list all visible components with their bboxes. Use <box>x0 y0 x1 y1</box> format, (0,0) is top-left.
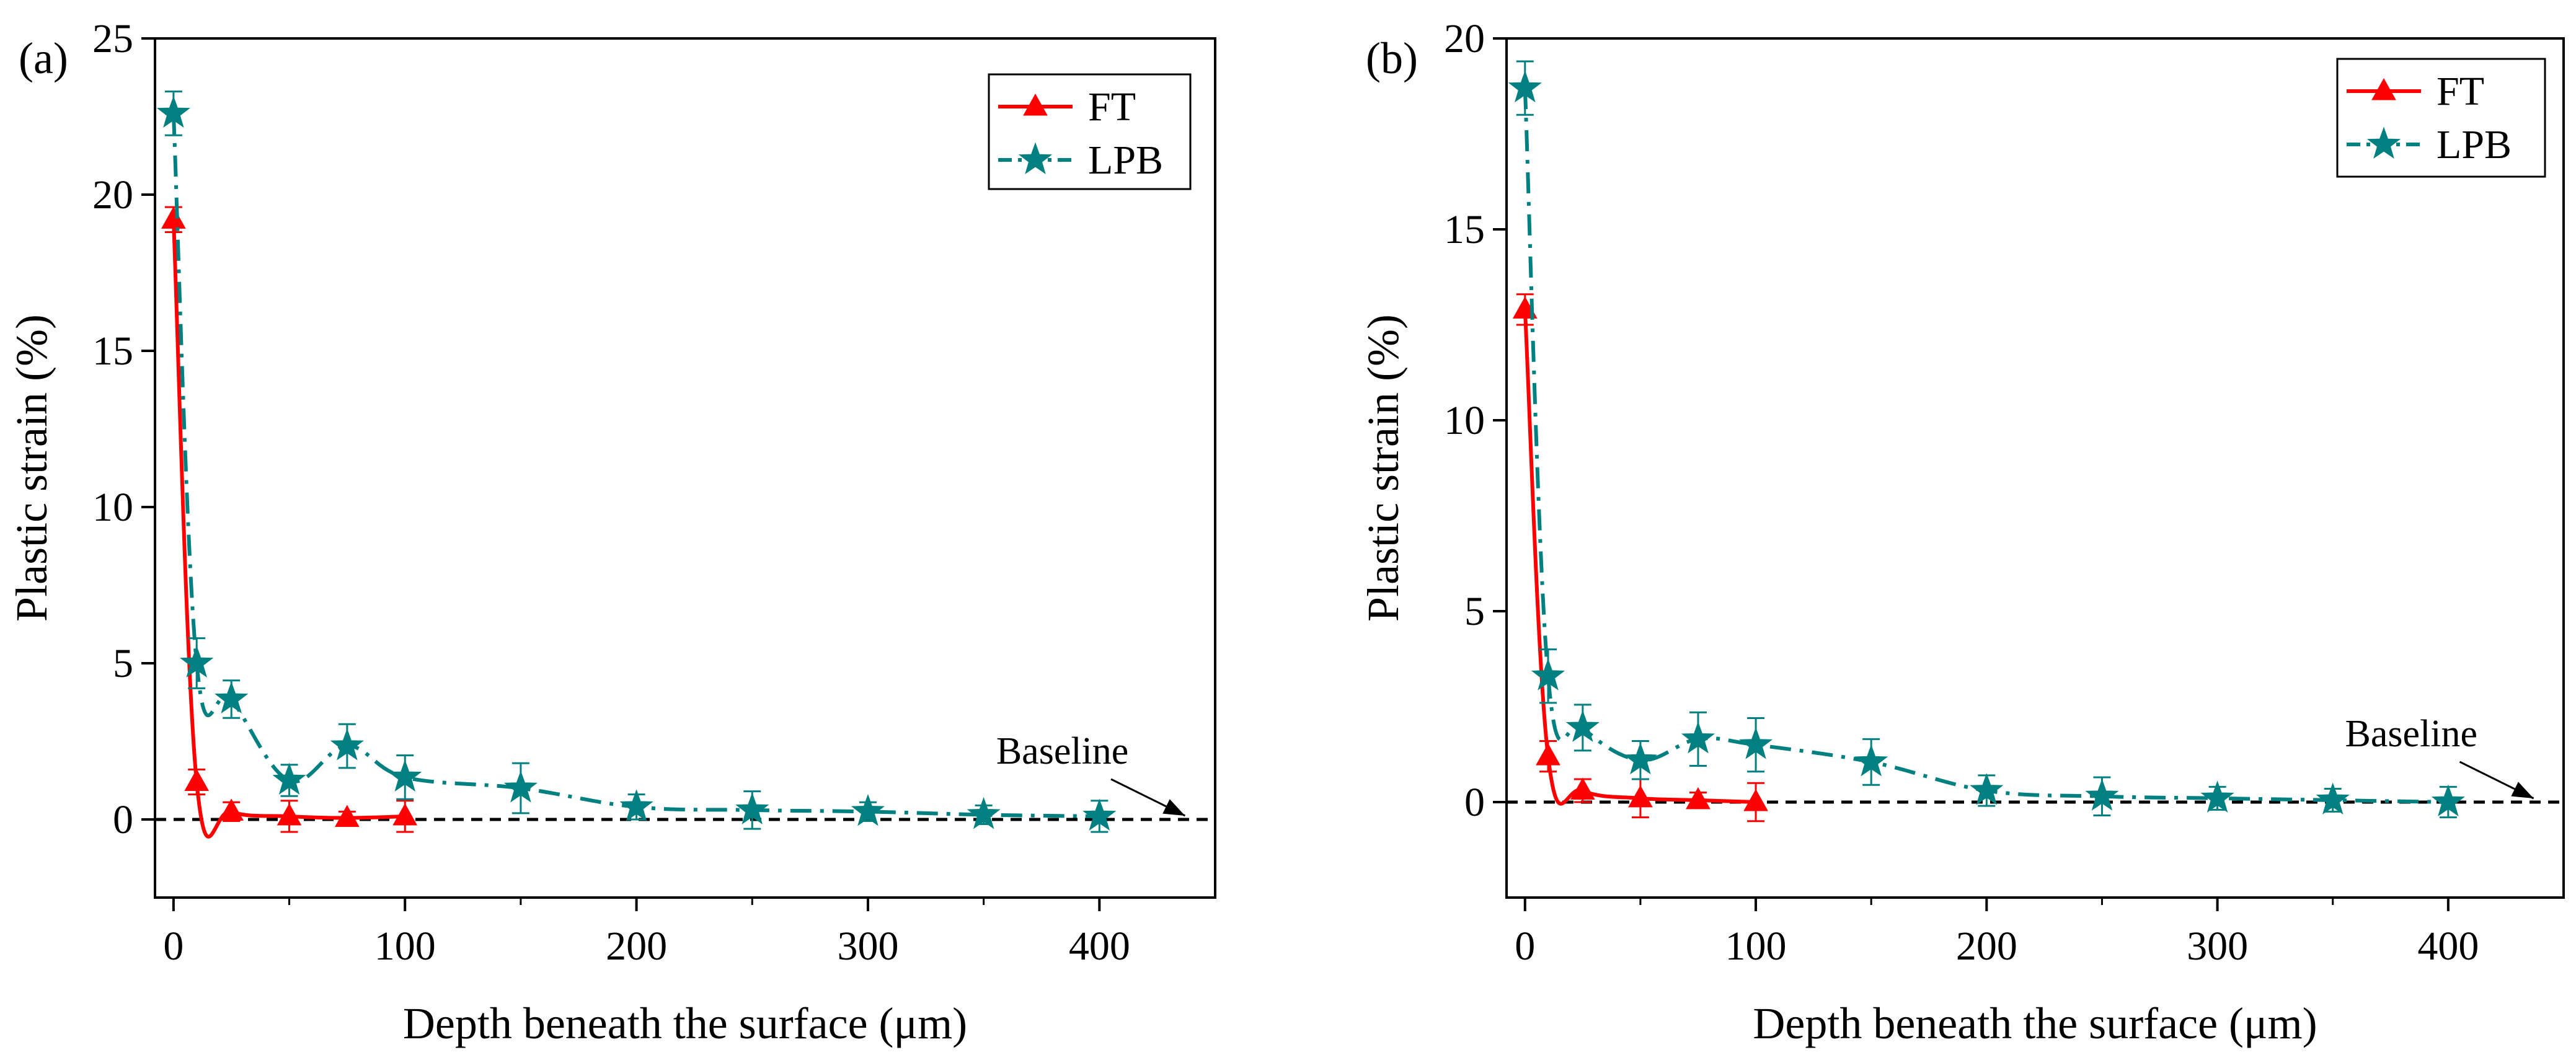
data-point-ft <box>1686 787 1711 810</box>
legend-marker <box>1023 93 1048 116</box>
data-point-ft <box>1536 743 1560 766</box>
legend-box <box>2336 58 2546 178</box>
y-tick-label: 0 <box>113 797 133 842</box>
x-tick-label: 0 <box>1515 924 1535 969</box>
series-lpb <box>1508 60 2465 819</box>
baseline-label: Baseline <box>996 730 1129 772</box>
data-point-lpb <box>1082 798 1117 831</box>
data-point-lpb <box>1681 721 1715 754</box>
data-point-ft <box>277 803 302 826</box>
panel-label: (a) <box>19 33 68 83</box>
series-lpb <box>156 90 1117 833</box>
data-point-lpb <box>1531 658 1565 691</box>
legend-label: FT <box>1088 84 1136 130</box>
data-point-lpb <box>1623 742 1658 775</box>
data-point-lpb <box>1854 744 1888 777</box>
y-tick-label: 20 <box>1444 16 1485 61</box>
legend-label: LPB <box>2437 122 2512 167</box>
data-point-lpb <box>851 793 885 826</box>
panel-b: 0 100 200 300 400 0 5 10 15 20 Depth beneath the s… <box>1358 16 2565 1048</box>
x-tick-label: 100 <box>1725 924 1787 969</box>
legend-marker <box>2366 126 2401 159</box>
y-tick-label: 0 <box>1464 780 1485 825</box>
baseline-arrow-head <box>1162 799 1185 816</box>
x-tick-label: 400 <box>1069 924 1130 969</box>
y-axis-title: Plastic strain (%) <box>1358 314 1408 622</box>
data-point-lpb <box>272 762 306 795</box>
data-point-lpb <box>330 728 365 761</box>
x-axis-title: Depth beneath the surface (μm) <box>1753 999 2317 1048</box>
x-tick-label: 300 <box>2187 924 2248 969</box>
series-line-ft <box>171 219 405 839</box>
data-point-lpb <box>1970 773 2004 805</box>
data-point-ft <box>184 769 210 792</box>
x-tick-label: 100 <box>374 924 436 969</box>
legend: FT LPB <box>988 73 1192 190</box>
series-line-ft <box>1523 309 1756 806</box>
y-tick-label: 15 <box>92 329 133 374</box>
data-point-lpb <box>735 792 769 824</box>
plot-frame <box>1505 37 2565 899</box>
data-point-lpb <box>2431 784 2465 817</box>
series-line-lpb <box>171 113 1100 818</box>
data-point-lpb <box>180 645 214 678</box>
baseline-label: Baseline <box>2345 713 2478 755</box>
y-tick-label: 15 <box>1444 207 1485 252</box>
data-point-lpb <box>1738 727 1773 759</box>
x-tick-label: 300 <box>837 924 898 969</box>
legend-marker <box>1018 142 1053 174</box>
y-tick-label: 5 <box>1464 589 1485 634</box>
data-point-lpb <box>1565 710 1600 742</box>
legend-label: FT <box>2437 69 2484 114</box>
data-point-lpb <box>503 770 538 803</box>
data-point-lpb <box>2200 780 2234 813</box>
data-point-lpb <box>2085 779 2119 811</box>
data-point-ft <box>1628 785 1653 808</box>
series-ft <box>161 206 418 839</box>
data-point-ft <box>1570 777 1595 800</box>
x-tick-label: 200 <box>606 924 667 969</box>
y-tick-label: 25 <box>92 16 133 61</box>
legend: FT LPB <box>2336 58 2546 178</box>
y-tick-label: 10 <box>92 485 133 530</box>
data-point-ft <box>161 206 186 229</box>
y-tick-label: 20 <box>92 172 133 218</box>
legend-box <box>988 73 1192 190</box>
x-tick-label: 200 <box>1956 924 2017 969</box>
y-tick-label: 5 <box>113 641 133 686</box>
series-line-lpb <box>1523 87 2448 804</box>
baseline-arrow-head <box>2511 782 2534 798</box>
series-ft <box>1512 293 1768 823</box>
panel-label: (b) <box>1366 33 1418 83</box>
plot-frame <box>154 37 1216 899</box>
data-point-ft <box>1743 788 1768 811</box>
data-point-ft <box>335 805 360 827</box>
x-tick-label: 400 <box>2417 924 2479 969</box>
x-tick-label: 0 <box>163 924 184 969</box>
data-point-lpb <box>215 681 249 713</box>
data-point-ft <box>219 798 244 821</box>
y-tick-label: 10 <box>1444 398 1485 443</box>
data-point-ft <box>392 803 418 826</box>
data-point-lpb <box>1508 70 1542 103</box>
legend-label: LPB <box>1088 138 1163 183</box>
y-axis-title: Plastic strain (%) <box>7 314 56 622</box>
x-axis-title: Depth beneath the surface (μm) <box>403 999 967 1048</box>
panel-a: 0 100 200 300 400 0 5 10 15 20 25 Depth beneath the… <box>7 16 1216 1048</box>
data-point-lpb <box>2316 782 2350 815</box>
data-point-lpb <box>967 797 1001 829</box>
data-point-lpb <box>156 95 190 128</box>
data-point-lpb <box>619 789 653 821</box>
data-point-lpb <box>388 759 422 792</box>
legend-marker <box>2371 77 2396 100</box>
